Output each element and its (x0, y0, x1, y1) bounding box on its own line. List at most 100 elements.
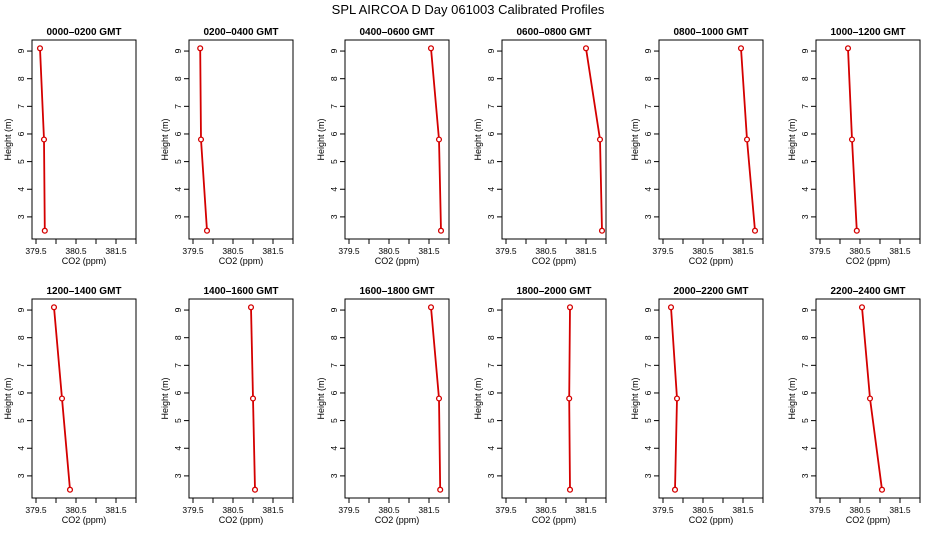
x-tick-label: 379.5 (182, 246, 204, 256)
y-tick-label: 8 (173, 76, 183, 81)
x-axis-label: CO2 (ppm) (219, 515, 264, 525)
x-axis-label: CO2 (ppm) (689, 256, 734, 266)
x-tick-label: 380.5 (535, 246, 557, 256)
y-tick-label: 4 (643, 187, 653, 192)
y-tick-label: 3 (173, 214, 183, 219)
y-tick-label: 8 (643, 76, 653, 81)
x-tick-label: 379.5 (338, 505, 360, 515)
y-tick-label: 5 (329, 418, 339, 423)
plot-frame (658, 298, 764, 499)
x-axis-label: CO2 (ppm) (375, 515, 420, 525)
y-tick-label: 7 (173, 363, 183, 368)
x-tick-label: 379.5 (25, 246, 47, 256)
profile-point (866, 395, 874, 402)
profile-point (566, 486, 574, 493)
profile-point (66, 486, 74, 493)
panel-5: 0800–1000 GMT 379.5 380.5 381.5 3 4 5 6 7 8 9 CO2 (… (630, 27, 764, 266)
y-tick-label: 6 (329, 390, 339, 395)
y-tick-label: 4 (643, 446, 653, 451)
y-tick-label: 4 (800, 187, 810, 192)
plot-frame (31, 298, 137, 499)
x-axis-label: CO2 (ppm) (689, 515, 734, 525)
panel-9: 1600–1800 GMT 379.5 380.5 381.5 3 4 5 6 7 8 9 CO2 (… (316, 286, 450, 525)
profile-point (36, 45, 44, 52)
y-axis-label: Height (m) (316, 377, 326, 419)
panel-4: 0600–0800 GMT 379.5 380.5 381.5 3 4 5 6 7 8 9 CO2 (… (473, 27, 607, 266)
y-tick-label: 9 (800, 48, 810, 53)
x-axis-label: CO2 (ppm) (219, 256, 264, 266)
y-tick-label: 5 (173, 159, 183, 164)
profile-point (197, 45, 204, 52)
x-axis-label: CO2 (ppm) (846, 515, 891, 525)
y-tick-label: 6 (486, 131, 496, 136)
y-tick-label: 6 (329, 131, 339, 136)
x-tick-label: 379.5 (495, 246, 517, 256)
y-tick-label: 5 (800, 159, 810, 164)
profile-point (50, 304, 58, 311)
profile-point (737, 45, 745, 52)
y-tick-label: 9 (643, 307, 653, 312)
y-tick-label: 6 (16, 131, 26, 136)
y-tick-label: 8 (486, 335, 496, 340)
x-tick-label: 380.5 (222, 246, 244, 256)
profile-point (435, 136, 443, 143)
panel-title: 0200–0400 GMT (203, 27, 278, 38)
y-tick-label: 5 (486, 418, 496, 423)
x-tick-label: 379.5 (182, 505, 204, 515)
panel-title: 1400–1600 GMT (203, 286, 278, 297)
x-tick-label: 379.5 (652, 505, 674, 515)
profile-point (566, 395, 573, 402)
panel-title: 2200–2400 GMT (830, 286, 905, 297)
x-tick-label: 380.5 (378, 505, 400, 515)
y-tick-label: 3 (800, 214, 810, 219)
y-tick-label: 6 (173, 390, 183, 395)
x-tick-label: 380.5 (378, 246, 400, 256)
y-tick-label: 7 (329, 363, 339, 368)
profile-point (203, 227, 211, 234)
x-tick-label: 380.5 (65, 246, 87, 256)
panel-title: 1800–2000 GMT (516, 286, 591, 297)
x-axis-label: CO2 (ppm) (532, 256, 577, 266)
panel-title: 1000–1200 GMT (830, 27, 905, 38)
panel-6: 1000–1200 GMT 379.5 380.5 381.5 3 4 5 6 7 8 9 CO2 (… (787, 27, 921, 266)
y-tick-label: 9 (486, 307, 496, 312)
profile-point (58, 395, 66, 402)
y-tick-label: 3 (486, 214, 496, 219)
y-tick-label: 7 (16, 363, 26, 368)
y-axis-label: Height (m) (316, 118, 326, 160)
profile-point (437, 486, 444, 493)
y-tick-label: 6 (800, 131, 810, 136)
x-tick-label: 380.5 (535, 505, 557, 515)
plot-frame (815, 298, 921, 499)
panel-7: 1200–1400 GMT 379.5 380.5 381.5 3 4 5 6 7 8 9 CO2 (… (3, 286, 137, 525)
profile-point (566, 304, 574, 311)
x-axis-label: CO2 (ppm) (846, 256, 891, 266)
figure-title: SPL AIRCOA D Day 061003 Calibrated Profi… (332, 2, 605, 17)
y-tick-label: 8 (486, 76, 496, 81)
y-tick-label: 6 (643, 131, 653, 136)
y-tick-label: 7 (643, 104, 653, 109)
x-tick-label: 380.5 (849, 246, 871, 256)
y-tick-label: 6 (173, 131, 183, 136)
y-tick-label: 7 (486, 104, 496, 109)
panel-title: 0400–0600 GMT (359, 27, 434, 38)
panel-title: 1200–1400 GMT (46, 286, 121, 297)
profile-point (667, 304, 675, 311)
y-tick-label: 6 (16, 390, 26, 395)
y-tick-label: 9 (643, 48, 653, 53)
x-tick-label: 380.5 (692, 505, 714, 515)
x-tick-label: 379.5 (809, 505, 831, 515)
y-tick-label: 9 (16, 48, 26, 53)
y-tick-label: 5 (643, 159, 653, 164)
y-axis-label: Height (m) (3, 377, 13, 419)
plot-frame (344, 298, 450, 499)
plot-frame (658, 39, 764, 240)
y-axis-label: Height (m) (473, 377, 483, 419)
y-tick-label: 3 (643, 473, 653, 478)
y-tick-label: 7 (800, 363, 810, 368)
profile-point (582, 45, 590, 52)
y-tick-label: 3 (486, 473, 496, 478)
y-tick-label: 4 (486, 187, 496, 192)
y-tick-label: 6 (643, 390, 653, 395)
